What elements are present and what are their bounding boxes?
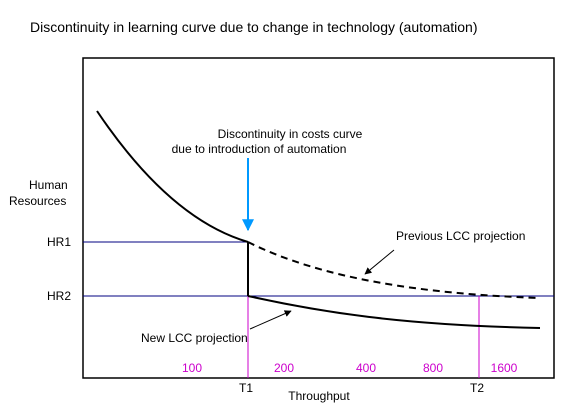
series-new-lcc-projection — [247, 295, 541, 329]
previous-lcc-label: Previous LCC projection — [396, 229, 525, 243]
series-previous-lcc-projection — [247, 241, 541, 299]
plot-frame — [82, 57, 555, 379]
y-marker-hr2: HR2 — [47, 289, 71, 303]
x-marker-t1: T1 — [239, 381, 253, 395]
x-marker-t2: T2 — [470, 381, 484, 395]
y-axis-label-line1: Human — [29, 178, 68, 192]
series-original-curve — [96, 110, 249, 243]
new-lcc-label: New LCC projection — [141, 331, 248, 345]
throughput-value-800: 800 — [423, 361, 443, 375]
y-marker-hr1: HR1 — [47, 235, 71, 249]
throughput-value-1600: 1600 — [491, 361, 518, 375]
discontinuity-annotation-line2: due to introduction of automation — [172, 142, 347, 156]
throughput-value-100: 100 — [182, 361, 202, 375]
new-lcc-arrow — [249, 310, 292, 330]
throughput-value-400: 400 — [356, 361, 376, 375]
y-axis-label-line2: Resources — [9, 194, 66, 208]
discontinuity-annotation-line1: Discontinuity in costs curve — [218, 127, 363, 141]
x-axis-label: Throughput — [288, 389, 350, 403]
chart-title: Discontinuity in learning curve due to c… — [30, 19, 478, 35]
previous-lcc-arrow — [364, 249, 395, 275]
throughput-value-200: 200 — [274, 361, 294, 375]
